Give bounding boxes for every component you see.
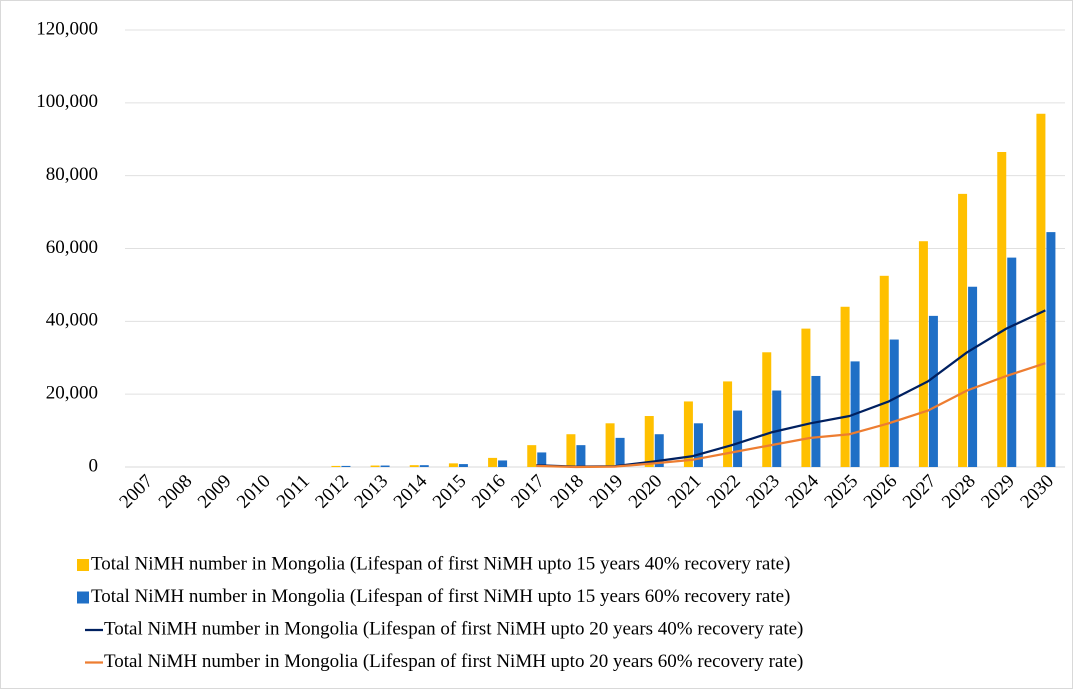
bar bbox=[576, 445, 586, 467]
y-tick-label: 0 bbox=[89, 455, 99, 476]
legend-label: Total NiMH number in Mongolia (Lifespan … bbox=[91, 586, 790, 607]
y-tick-label: 80,000 bbox=[46, 164, 98, 185]
bar bbox=[370, 465, 380, 467]
bar bbox=[762, 352, 772, 467]
legend-marker bbox=[77, 559, 89, 571]
bar bbox=[448, 463, 458, 467]
bar bbox=[1007, 257, 1017, 467]
bar bbox=[331, 465, 341, 467]
bar bbox=[918, 241, 928, 467]
y-tick-label: 40,000 bbox=[46, 310, 98, 331]
bar bbox=[654, 434, 664, 467]
bar bbox=[723, 381, 733, 467]
bar bbox=[968, 286, 978, 467]
y-tick-label: 20,000 bbox=[46, 383, 98, 404]
bar bbox=[488, 457, 498, 467]
bar bbox=[889, 339, 899, 467]
bar bbox=[1036, 113, 1046, 467]
bar bbox=[605, 423, 615, 467]
bar bbox=[380, 465, 390, 467]
legend-label: Total NiMH number in Mongolia (Lifespan … bbox=[104, 651, 803, 672]
bar bbox=[409, 465, 419, 467]
y-tick-label: 60,000 bbox=[46, 237, 98, 258]
bar bbox=[928, 315, 938, 467]
bar bbox=[458, 464, 468, 467]
legend-marker bbox=[77, 591, 89, 604]
legend-label: Total NiMH number in Mongolia (Lifespan … bbox=[91, 553, 790, 574]
bar bbox=[527, 445, 537, 467]
bar bbox=[341, 465, 351, 467]
line-series bbox=[536, 362, 1046, 469]
bar bbox=[772, 390, 782, 467]
bar bbox=[498, 460, 508, 467]
legend-label: Total NiMH number in Mongolia (Lifespan … bbox=[104, 618, 803, 639]
bar bbox=[840, 306, 850, 467]
bar bbox=[683, 401, 693, 467]
bar bbox=[958, 193, 968, 467]
bar bbox=[615, 437, 625, 467]
bar bbox=[693, 423, 703, 467]
bar bbox=[801, 328, 811, 467]
bar bbox=[879, 275, 889, 467]
y-tick-label: 120,000 bbox=[36, 18, 98, 39]
bar bbox=[537, 452, 547, 467]
bar bbox=[419, 465, 429, 467]
bar bbox=[566, 434, 576, 467]
bar bbox=[733, 410, 743, 467]
y-tick-label: 100,000 bbox=[36, 91, 98, 112]
bar bbox=[1046, 232, 1056, 467]
bar bbox=[644, 416, 654, 467]
bar bbox=[997, 151, 1007, 467]
